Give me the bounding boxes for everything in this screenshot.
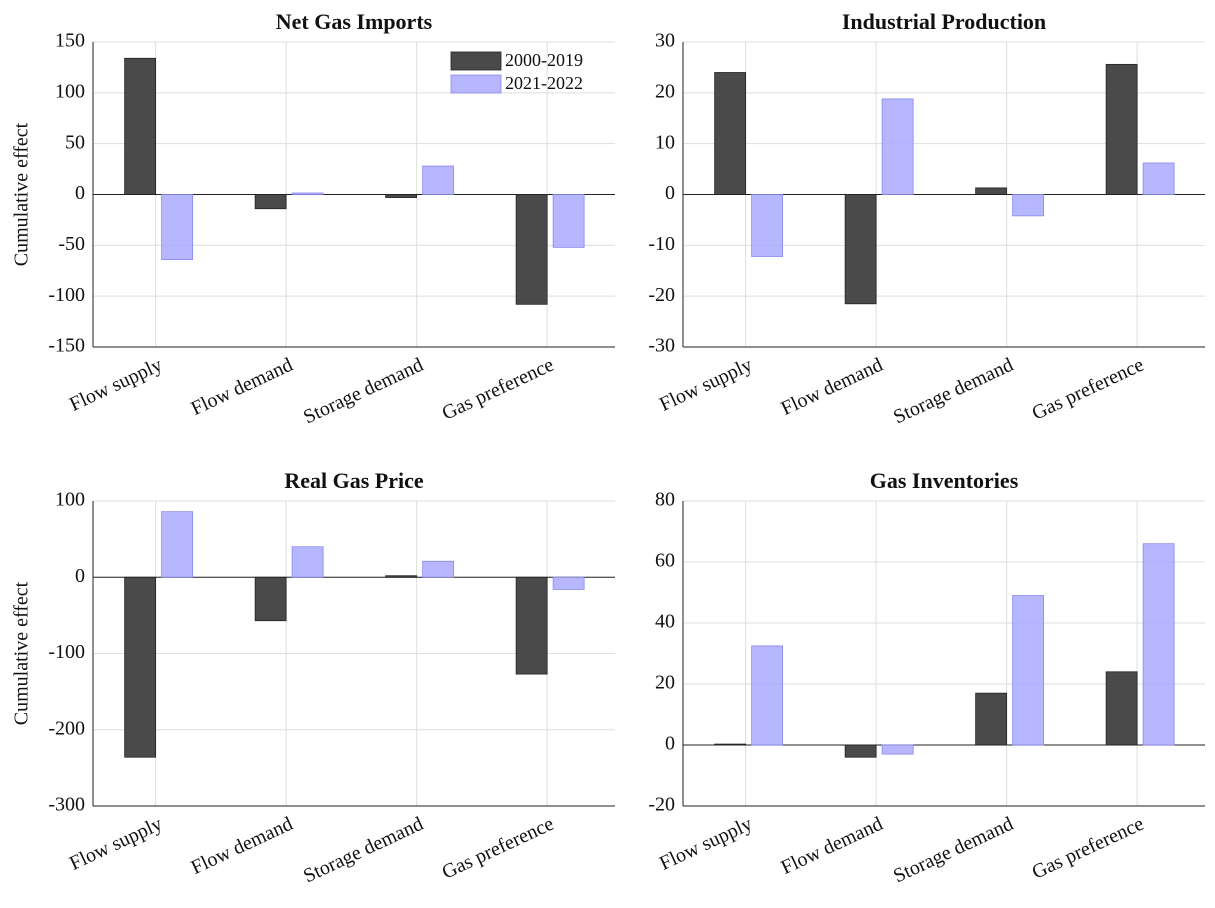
bar bbox=[254, 576, 287, 622]
bar bbox=[751, 194, 784, 257]
x-tick-label: Storage demand bbox=[300, 354, 427, 429]
x-tick-label: Flow demand bbox=[188, 813, 296, 879]
y-tick-label: -300 bbox=[48, 794, 85, 816]
y-tick-label: -20 bbox=[648, 284, 675, 306]
bar bbox=[975, 187, 1008, 195]
bar bbox=[1105, 63, 1138, 195]
y-tick-label: 0 bbox=[665, 182, 675, 204]
y-tick-label: -20 bbox=[648, 794, 675, 816]
legend: 2000-2019 2021-2022 bbox=[450, 50, 583, 94]
bar bbox=[714, 743, 747, 746]
bar bbox=[881, 98, 914, 195]
legend-label: 2000-2019 bbox=[505, 50, 583, 70]
x-tick-label: Flow demand bbox=[778, 354, 886, 420]
y-tick-label: 40 bbox=[655, 611, 675, 633]
subplot: -150 -100 -50 0 50 100 150 Flow supply Flow dema… bbox=[11, 9, 615, 428]
y-tick-label: 10 bbox=[655, 131, 675, 153]
y-tick-label: 0 bbox=[665, 733, 675, 755]
y-tick-label: 150 bbox=[55, 30, 85, 52]
y-tick-label: -30 bbox=[648, 335, 675, 357]
bar bbox=[291, 192, 324, 195]
chart-title: Net Gas Imports bbox=[276, 9, 433, 34]
y-tick-label: 0 bbox=[75, 565, 85, 587]
bar bbox=[422, 165, 455, 195]
bar bbox=[161, 194, 194, 260]
x-tick-label: Gas preference bbox=[439, 354, 558, 425]
bar bbox=[422, 560, 455, 578]
y-tick-label: -150 bbox=[48, 335, 85, 357]
legend-swatch bbox=[450, 74, 502, 94]
bar bbox=[1012, 194, 1045, 217]
x-tick-label: Flow supply bbox=[66, 813, 165, 875]
bar bbox=[254, 194, 287, 210]
y-tick-label: 20 bbox=[655, 672, 675, 694]
chart-title: Industrial Production bbox=[842, 9, 1046, 34]
bar bbox=[291, 546, 324, 578]
y-tick-label: 80 bbox=[655, 489, 675, 511]
bar bbox=[975, 692, 1008, 746]
y-tick-label: -100 bbox=[48, 641, 85, 663]
x-tick-label: Storage demand bbox=[300, 813, 427, 888]
bar bbox=[1012, 595, 1045, 746]
y-tick-label: 60 bbox=[655, 550, 675, 572]
y-tick-label: 100 bbox=[55, 80, 85, 102]
y-tick-label: 30 bbox=[655, 30, 675, 52]
bar bbox=[714, 72, 747, 195]
y-tick-label: 100 bbox=[55, 489, 85, 511]
y-tick-label: -100 bbox=[48, 284, 85, 306]
x-tick-label: Flow supply bbox=[656, 354, 755, 416]
chart-title: Real Gas Price bbox=[284, 468, 424, 493]
y-tick-label: -50 bbox=[58, 233, 85, 255]
subplot: -30 -20 -10 0 10 20 30 Flow supply Flow demand St… bbox=[648, 9, 1205, 428]
bar bbox=[844, 194, 877, 305]
x-tick-label: Gas preference bbox=[1029, 813, 1148, 884]
y-tick-label: 50 bbox=[65, 131, 85, 153]
y-tick-label: 20 bbox=[655, 80, 675, 102]
bar bbox=[161, 511, 194, 578]
legend-label: 2021-2022 bbox=[505, 73, 583, 93]
x-tick-label: Flow demand bbox=[778, 813, 886, 879]
legend-swatch bbox=[450, 51, 502, 71]
bar bbox=[515, 194, 548, 305]
subplot: -20 0 20 40 60 80 Flow supply Flow demand Storag… bbox=[648, 468, 1205, 887]
bar bbox=[881, 744, 914, 755]
bar bbox=[751, 645, 784, 746]
y-tick-label: -10 bbox=[648, 233, 675, 255]
x-tick-label: Storage demand bbox=[890, 354, 1017, 429]
bar bbox=[844, 744, 877, 758]
bar bbox=[552, 194, 585, 248]
bar bbox=[385, 575, 418, 578]
bar bbox=[1105, 671, 1138, 746]
x-tick-label: Flow demand bbox=[188, 354, 296, 420]
y-axis-label: Cumulative effect bbox=[11, 122, 33, 266]
bar bbox=[1142, 162, 1175, 195]
y-axis-label: Cumulative effect bbox=[11, 581, 33, 725]
x-tick-label: Gas preference bbox=[1029, 354, 1148, 425]
y-tick-label: -200 bbox=[48, 717, 85, 739]
bar bbox=[1142, 543, 1175, 746]
x-tick-label: Gas preference bbox=[439, 813, 558, 884]
bar bbox=[552, 576, 585, 590]
bar bbox=[385, 194, 418, 198]
bar bbox=[124, 576, 157, 758]
bar bbox=[124, 57, 157, 195]
subplot: -300 -200 -100 0 100 Flow supply Flow demand St… bbox=[11, 468, 615, 887]
chart-title: Gas Inventories bbox=[870, 468, 1019, 493]
y-tick-label: 0 bbox=[75, 182, 85, 204]
x-tick-label: Flow supply bbox=[66, 354, 165, 416]
bar bbox=[515, 576, 548, 675]
x-tick-label: Flow supply bbox=[656, 813, 755, 875]
x-tick-label: Storage demand bbox=[890, 813, 1017, 888]
